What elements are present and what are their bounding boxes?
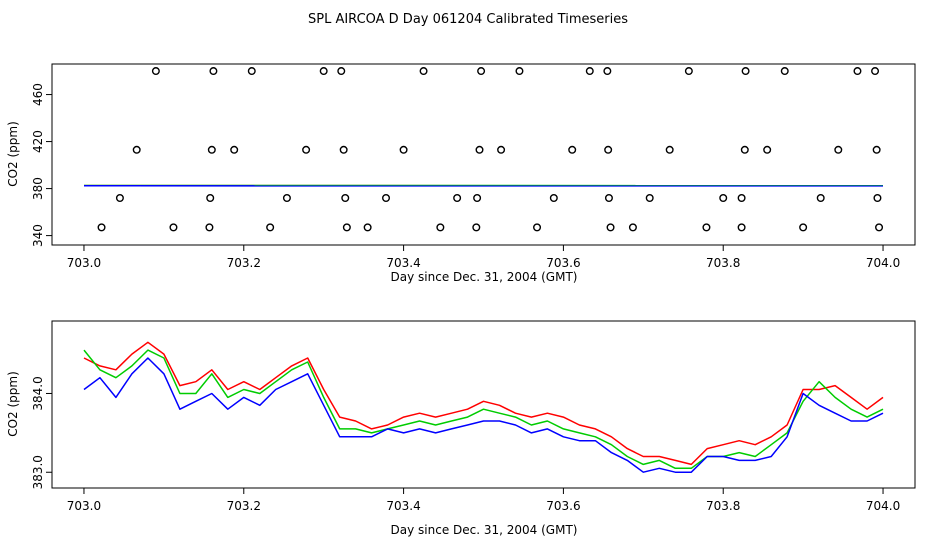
data-point bbox=[341, 193, 350, 202]
top-panel: 703.0 703.2 703.4 703.6 703.8 704.0 340 380 420… bbox=[6, 63, 916, 284]
data-point bbox=[302, 145, 311, 154]
data-point bbox=[763, 145, 772, 154]
top-y-axis: 340 380 420 460 bbox=[31, 83, 52, 247]
x-tick-label: 704.0 bbox=[866, 256, 900, 270]
data-point bbox=[740, 145, 749, 154]
data-point bbox=[453, 193, 462, 202]
data-point bbox=[436, 223, 445, 232]
bottom-plot-frame bbox=[51, 320, 916, 489]
data-point bbox=[780, 67, 789, 76]
data-point bbox=[606, 223, 615, 232]
top-points-group bbox=[97, 67, 884, 232]
data-point bbox=[477, 67, 486, 76]
data-point bbox=[209, 67, 218, 76]
data-point bbox=[282, 193, 291, 202]
bottom-x-axis-label: Day since Dec. 31, 2004 (GMT) bbox=[391, 523, 578, 537]
data-point bbox=[604, 193, 613, 202]
data-point bbox=[419, 67, 428, 76]
data-point bbox=[497, 145, 506, 154]
bottom-series-group bbox=[83, 341, 884, 473]
data-point bbox=[549, 193, 558, 202]
data-point bbox=[585, 67, 594, 76]
data-point bbox=[132, 145, 141, 154]
data-point bbox=[665, 145, 674, 154]
data-point bbox=[230, 145, 239, 154]
data-point bbox=[737, 223, 746, 232]
data-point bbox=[339, 145, 348, 154]
series-line-blue bbox=[83, 357, 884, 473]
data-point bbox=[741, 67, 750, 76]
data-point bbox=[382, 193, 391, 202]
bottom-y-axis: 383.0 384.0 bbox=[31, 376, 52, 489]
data-point bbox=[603, 67, 612, 76]
x-tick-label: 703.2 bbox=[227, 499, 261, 513]
data-point bbox=[816, 193, 825, 202]
bottom-y-axis-label: CO2 (ppm) bbox=[6, 371, 20, 437]
data-point bbox=[737, 193, 746, 202]
data-point bbox=[115, 193, 124, 202]
data-point bbox=[342, 223, 351, 232]
data-point bbox=[473, 193, 482, 202]
top-y-axis-label: CO2 (ppm) bbox=[6, 121, 20, 187]
data-point bbox=[97, 223, 106, 232]
data-point bbox=[853, 67, 862, 76]
data-point bbox=[799, 223, 808, 232]
x-tick-label: 703.6 bbox=[546, 499, 580, 513]
series-line-red bbox=[83, 341, 884, 466]
y-tick-label: 460 bbox=[31, 83, 45, 106]
top-plot-frame bbox=[51, 63, 916, 246]
series-line-green bbox=[83, 349, 884, 470]
chart-title: SPL AIRCOA D Day 061204 Calibrated Times… bbox=[308, 12, 628, 27]
x-tick-label: 703.4 bbox=[386, 499, 420, 513]
data-point bbox=[645, 193, 654, 202]
data-point bbox=[472, 223, 481, 232]
data-point bbox=[319, 67, 328, 76]
data-point bbox=[533, 223, 542, 232]
x-tick-label: 703.0 bbox=[67, 256, 101, 270]
y-tick-label: 384.0 bbox=[31, 376, 45, 410]
x-tick-label: 703.2 bbox=[227, 256, 261, 270]
data-point bbox=[266, 223, 275, 232]
bottom-x-axis: 703.0 703.2 703.4 703.6 703.8 704.0 bbox=[67, 488, 900, 513]
data-point bbox=[719, 193, 728, 202]
data-point bbox=[206, 193, 215, 202]
x-tick-label: 703.8 bbox=[706, 499, 740, 513]
top-x-axis-label: Day since Dec. 31, 2004 (GMT) bbox=[391, 270, 578, 284]
data-point bbox=[399, 145, 408, 154]
data-point bbox=[834, 145, 843, 154]
data-point bbox=[628, 223, 637, 232]
data-point bbox=[515, 67, 524, 76]
y-tick-label: 340 bbox=[31, 224, 45, 247]
data-point bbox=[475, 145, 484, 154]
data-point bbox=[872, 145, 881, 154]
data-point bbox=[871, 67, 880, 76]
data-point bbox=[151, 67, 160, 76]
y-tick-label: 383.0 bbox=[31, 455, 45, 489]
y-tick-label: 380 bbox=[31, 177, 45, 200]
x-tick-label: 703.4 bbox=[386, 256, 420, 270]
x-tick-label: 704.0 bbox=[866, 499, 900, 513]
x-tick-label: 703.0 bbox=[67, 499, 101, 513]
data-point bbox=[337, 67, 346, 76]
data-point bbox=[875, 223, 884, 232]
data-point bbox=[363, 223, 372, 232]
data-point bbox=[169, 223, 178, 232]
data-point bbox=[684, 67, 693, 76]
data-point bbox=[568, 145, 577, 154]
data-point bbox=[205, 223, 214, 232]
bottom-panel: 703.0 703.2 703.4 703.6 703.8 704.0 383.0 384.… bbox=[6, 320, 916, 537]
x-tick-label: 703.6 bbox=[546, 256, 580, 270]
data-point bbox=[207, 145, 216, 154]
data-point bbox=[604, 145, 613, 154]
top-x-axis: 703.0 703.2 703.4 703.6 703.8 704.0 bbox=[67, 245, 900, 270]
data-point bbox=[702, 223, 711, 232]
data-point bbox=[873, 193, 882, 202]
x-tick-label: 703.8 bbox=[706, 256, 740, 270]
data-point bbox=[247, 67, 256, 76]
y-tick-label: 420 bbox=[31, 130, 45, 153]
